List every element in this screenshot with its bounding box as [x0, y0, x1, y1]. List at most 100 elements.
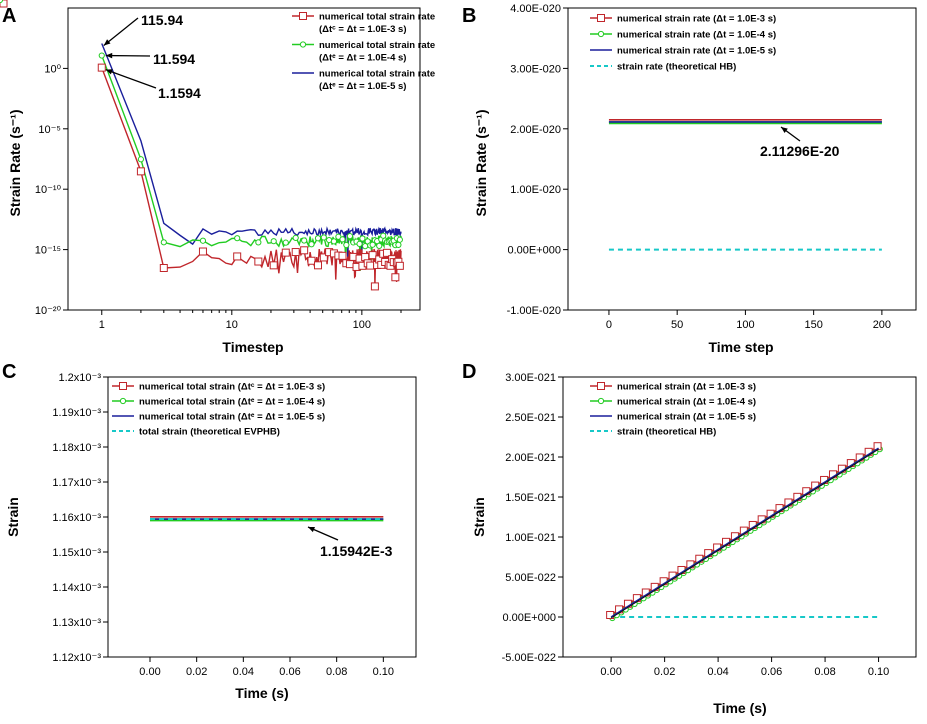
y-tick-label: 2.00E-021	[505, 452, 556, 464]
x-axis-title: Time (s)	[713, 700, 766, 716]
y-tick-label: 1.18x10⁻³	[52, 442, 101, 454]
x-tick-label: 1	[99, 319, 105, 331]
data-point	[119, 397, 127, 405]
plot-frame	[567, 7, 917, 311]
plot-frame	[562, 376, 917, 658]
data-point	[366, 261, 375, 270]
data-point	[597, 14, 605, 22]
x-tick-label: 0.08	[326, 666, 347, 678]
legend-entry: numerical strain rate (Δt = 1.0E-5 s)	[590, 46, 776, 57]
data-point	[299, 12, 307, 20]
y-tick-label: 1.13x10⁻³	[52, 617, 101, 629]
data-point	[308, 241, 315, 248]
x-tick-label: 0.06	[761, 666, 782, 678]
x-tick-label: 150	[804, 319, 822, 331]
panel-D: D 0.00 0.02 0.04 0.06 0.08 0.10 -5.00E-022 0.00E…	[0, 0, 917, 716]
x-tick-label: 50	[671, 319, 683, 331]
x-tick-label: 0.02	[654, 666, 675, 678]
y-tick-label: 1.12x10⁻³	[52, 652, 101, 664]
data-point	[199, 237, 207, 244]
x-axis-title: Time (s)	[235, 685, 288, 701]
y-tick-label: 1.50E-021	[505, 492, 556, 504]
panel-C: C 0.00 0.02 0.04 0.06 0.08 0.10 1.12x10⁻³ 1.13x1…	[0, 0, 417, 701]
data-point	[339, 236, 346, 243]
legend-label: numerical total strain (Δtᵉ = Δt = 1.0E-…	[139, 397, 325, 408]
x-axis-title: Timestep	[222, 339, 283, 355]
y-tick-label: 1.00E-021	[505, 532, 556, 544]
x-tick-label: 10	[226, 319, 238, 331]
annotation-arrowhead	[781, 127, 788, 134]
legend-entry: numerical total strain (Δtᵉ = Δt = 1.0E-…	[112, 412, 325, 423]
x-tick-label: 0	[606, 319, 612, 331]
y-tick-label: -5.00E-022	[502, 652, 556, 664]
y-tick-label: 1.16x10⁻³	[52, 512, 101, 524]
data-point	[270, 238, 277, 245]
data-point	[396, 236, 403, 243]
data-point	[346, 233, 354, 240]
y-axis-title: Strain Rate (s⁻¹)	[7, 110, 23, 217]
data-point	[234, 235, 241, 242]
legend-entry: numerical strain (Δt = 1.0E-5 s)	[590, 412, 756, 423]
legend-entry: numerical total strain rate(Δtᶜ = Δt = 1…	[292, 12, 435, 35]
legend-label: numerical total strain rate	[319, 12, 435, 23]
legend-sublabel: (Δtᶜ = Δt = 1.0E-3 s)	[319, 24, 407, 35]
annotation-arrow	[105, 69, 157, 89]
data-point	[300, 246, 309, 255]
x-tick-label: 0.10	[373, 666, 394, 678]
data-point	[233, 252, 242, 261]
y-tick-label: -1.00E-020	[507, 305, 561, 317]
legend-label: numerical strain rate (Δt = 1.0E-3 s)	[617, 14, 776, 25]
data-point	[597, 30, 605, 38]
data-point	[368, 251, 377, 260]
panel-label: A	[2, 5, 16, 27]
legend-entry: numerical strain rate (Δt = 1.0E-4 s)	[590, 30, 776, 41]
data-point	[269, 261, 278, 270]
y-tick-label: 1.19x10⁻³	[52, 407, 101, 419]
annotation-label: 1.1594	[158, 85, 201, 101]
legend-entry: numerical total strain rate(Δtᵉ = Δt = 1…	[292, 69, 435, 92]
data-point	[343, 241, 350, 249]
legend-label: numerical strain (Δt = 1.0E-5 s)	[617, 412, 756, 423]
legend-label: numerical strain (Δt = 1.0E-4 s)	[617, 397, 756, 408]
y-tick-label: 3.00E-021	[505, 372, 556, 384]
data-point	[359, 235, 366, 242]
panel-A: A 1 10 100 10⁻²⁰ 10⁻¹⁵ 10⁻¹⁰ 10⁻⁵ 10⁰ Timestep Str…	[2, 5, 435, 355]
data-point	[376, 242, 383, 250]
legend-label: strain (theoretical HB)	[617, 427, 716, 438]
series-line	[610, 448, 879, 619]
data-point	[330, 238, 338, 245]
data-point	[314, 235, 322, 242]
legend-entry: numerical total strain rate(Δtᵉ = Δt = 1…	[292, 40, 435, 64]
data-point	[160, 239, 167, 246]
annotation-label: 115.94	[141, 12, 183, 28]
legend-entry: numerical total strain (Δtᶜ = Δt = 1.0E-…	[112, 382, 325, 393]
y-tick-label: 1.15x10⁻³	[52, 547, 101, 559]
series-line	[610, 447, 879, 618]
data-point	[382, 248, 391, 257]
annotation-arrowhead	[105, 69, 113, 75]
x-tick-label: 0.08	[814, 666, 835, 678]
y-tick-label: 10⁻⁵	[38, 124, 61, 136]
legend-entry: total strain (theoretical EVPHB)	[112, 427, 280, 438]
data-point	[0, 0, 4, 4]
x-tick-label: 0.10	[868, 666, 889, 678]
data-point	[356, 240, 363, 248]
annotation-arrowhead	[105, 52, 113, 59]
y-tick-label: 1.00E-020	[510, 184, 561, 196]
y-axis-title: Strain	[471, 497, 487, 537]
data-point	[597, 397, 605, 405]
legend-label: numerical strain rate (Δt = 1.0E-5 s)	[617, 46, 776, 57]
annotation-arrow	[103, 17, 139, 46]
legend-label: total strain (theoretical EVPHB)	[139, 427, 280, 438]
data-point	[291, 248, 300, 257]
y-tick-label: 10⁻¹⁵	[35, 245, 61, 257]
y-tick-label: 5.00E-022	[505, 572, 556, 584]
data-point	[395, 241, 402, 248]
legend-label: numerical total strain rate	[319, 69, 435, 80]
x-tick-label: 100	[736, 319, 754, 331]
legend-label: numerical total strain (Δtᶜ = Δt = 1.0E-…	[139, 382, 325, 393]
legend-entry: numerical strain (Δt = 1.0E-4 s)	[590, 397, 756, 408]
x-tick-label: 0.00	[139, 666, 160, 678]
data-point	[597, 382, 605, 390]
y-tick-label: 3.00E-020	[510, 63, 561, 75]
